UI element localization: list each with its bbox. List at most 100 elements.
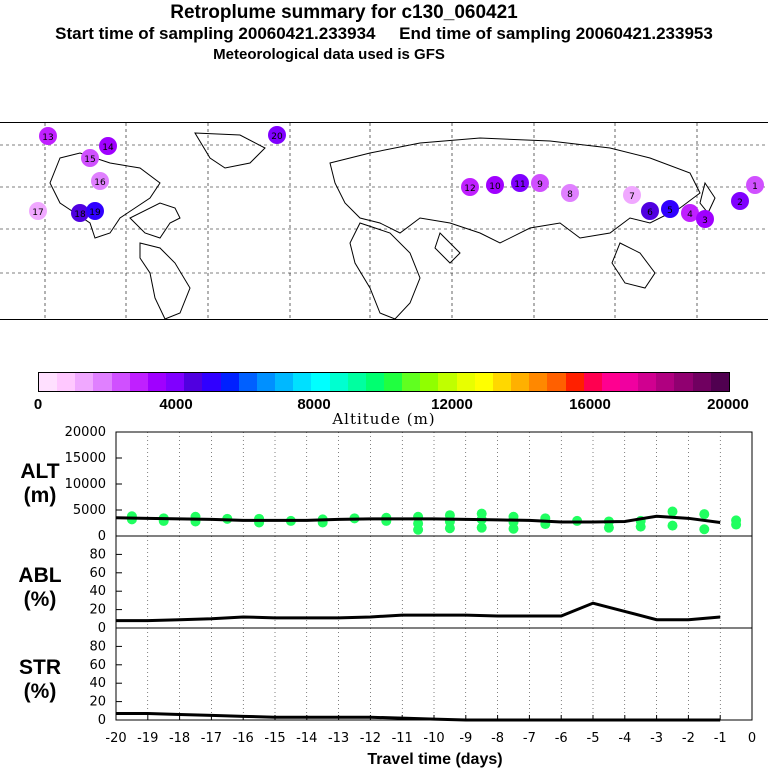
plume-marker: 12 bbox=[461, 178, 479, 196]
x-tick-label: -6 bbox=[555, 731, 568, 746]
plume-marker: 3 bbox=[696, 210, 714, 228]
colorbar-tick-label: 20000 bbox=[707, 396, 749, 413]
plume-marker: 19 bbox=[86, 202, 104, 220]
plume-circle bbox=[29, 202, 47, 220]
x-tick-label: -16 bbox=[233, 731, 254, 746]
colorbar-swatch bbox=[347, 373, 366, 391]
y-tick-label: 0 bbox=[98, 713, 106, 728]
plume-circle bbox=[86, 202, 104, 220]
y-tick-label: 20000 bbox=[65, 425, 106, 440]
plume-circle bbox=[623, 186, 641, 204]
plume-label: 11 bbox=[514, 180, 525, 190]
plume-marker: 10 bbox=[486, 176, 504, 194]
colorbar-swatch bbox=[529, 373, 548, 391]
colorbar-swatch bbox=[39, 373, 58, 391]
plume-marker: 11 bbox=[511, 174, 529, 192]
time-series-plots: 20000150001000050000ALT(m)806040200ABL(%… bbox=[18, 425, 756, 768]
x-tick-label: -5 bbox=[587, 731, 600, 746]
y-tick-label: 20 bbox=[89, 695, 106, 710]
plume-marker: 15 bbox=[81, 149, 99, 167]
map-gridlines bbox=[0, 123, 768, 319]
scatter-point bbox=[699, 509, 710, 520]
plume-circle bbox=[641, 202, 659, 220]
plume-label: 20 bbox=[271, 132, 283, 142]
plume-marker: 5 bbox=[661, 200, 679, 218]
plume-circle bbox=[561, 184, 579, 202]
series-line bbox=[116, 712, 721, 722]
colorbar-swatch bbox=[656, 373, 675, 391]
scatter-point bbox=[635, 521, 646, 532]
plume-label: 7 bbox=[629, 192, 635, 202]
y-tick-label: 80 bbox=[89, 547, 106, 562]
x-tick-label: -1 bbox=[714, 731, 727, 746]
x-tick-label: -15 bbox=[264, 731, 285, 746]
plume-label: 17 bbox=[32, 208, 43, 218]
x-tick-label: -4 bbox=[618, 731, 631, 746]
x-tick-label: -9 bbox=[459, 731, 472, 746]
plume-marker: 4 bbox=[681, 204, 699, 222]
plume-label: 2 bbox=[737, 198, 743, 208]
plume-label: 6 bbox=[647, 208, 653, 218]
x-tick-label: -17 bbox=[201, 731, 222, 746]
x-tick-label: -13 bbox=[328, 731, 349, 746]
colorbar-swatch bbox=[184, 373, 203, 391]
plume-marker: 16 bbox=[91, 172, 109, 190]
colorbar-swatch bbox=[129, 373, 148, 391]
plume-circle bbox=[81, 149, 99, 167]
scatter-point bbox=[667, 506, 678, 517]
plume-label: 4 bbox=[687, 210, 693, 220]
plume-marker: 7 bbox=[623, 186, 641, 204]
y-tick-label: 60 bbox=[89, 566, 106, 581]
plume-label: 1 bbox=[752, 182, 758, 192]
plume-circle bbox=[661, 200, 679, 218]
x-tick-label: -7 bbox=[523, 731, 536, 746]
panel-label: ABL bbox=[18, 564, 61, 587]
scatter-point bbox=[603, 522, 614, 533]
plume-circle bbox=[39, 127, 57, 145]
y-tick-label: 40 bbox=[89, 676, 106, 691]
scatter-point bbox=[667, 520, 678, 531]
plume-label: 13 bbox=[42, 133, 53, 143]
plume-circle bbox=[531, 174, 549, 192]
scatter-point bbox=[508, 523, 519, 534]
colorbar-swatch bbox=[692, 373, 711, 391]
plume-label: 18 bbox=[74, 210, 86, 220]
colorbar-swatch bbox=[420, 373, 439, 391]
colorbar-swatch bbox=[293, 373, 312, 391]
colorbar-swatch bbox=[674, 373, 693, 391]
plume-label: 8 bbox=[567, 190, 573, 200]
panel-label: STR bbox=[19, 656, 61, 679]
colorbar-swatch bbox=[311, 373, 330, 391]
plume-marker: 20 bbox=[268, 126, 286, 144]
plume-circle bbox=[681, 204, 699, 222]
x-axis-label: Travel time (days) bbox=[367, 751, 502, 768]
x-tick-label: -20 bbox=[105, 731, 126, 746]
colorbar-swatch bbox=[583, 373, 602, 391]
y-tick-label: 15000 bbox=[65, 451, 106, 466]
y-tick-label: 60 bbox=[89, 658, 106, 673]
coastlines bbox=[49, 132, 716, 319]
colorbar-swatch bbox=[601, 373, 620, 391]
colorbar-swatch bbox=[492, 373, 512, 391]
meteo-source: Meteorological data used is GFS bbox=[213, 46, 445, 63]
colorbar-swatch bbox=[166, 373, 185, 391]
plume-circle bbox=[486, 176, 504, 194]
colorbar-swatch bbox=[75, 373, 94, 391]
colorbar-label: Altitude (m) bbox=[332, 410, 436, 428]
plume-label: 5 bbox=[667, 206, 673, 216]
x-tick-label: -19 bbox=[137, 731, 158, 746]
colorbar-swatch bbox=[710, 373, 729, 391]
colorbar-swatch bbox=[511, 373, 530, 391]
plume-label: 15 bbox=[84, 155, 95, 165]
scatter-point bbox=[476, 522, 487, 533]
colorbar-swatch bbox=[365, 373, 384, 391]
plume-marker: 2 bbox=[731, 192, 749, 210]
plume-circle bbox=[731, 192, 749, 210]
chart-title: Retroplume summary for c130_060421 bbox=[170, 2, 518, 23]
plume-marker: 8 bbox=[561, 184, 579, 202]
colorbar-swatch bbox=[238, 373, 257, 391]
colorbar-swatch bbox=[402, 373, 421, 391]
colorbar-swatch bbox=[456, 373, 475, 391]
